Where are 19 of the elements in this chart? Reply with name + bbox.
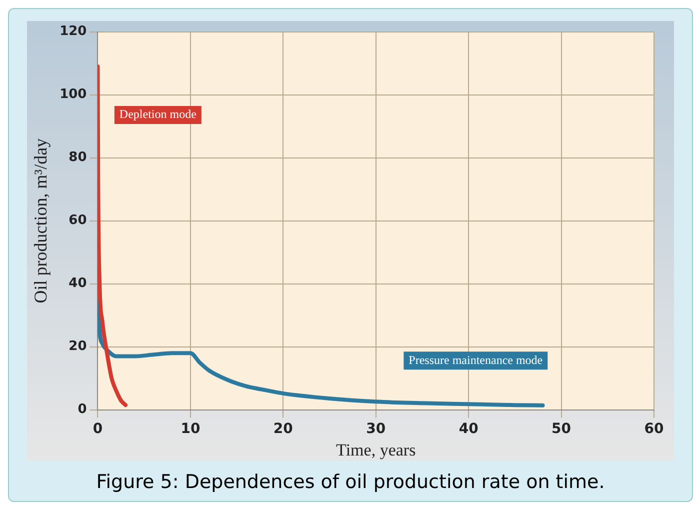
caption: Figure 5: Dependences of oil production rate on time. xyxy=(95,471,606,493)
x-tick-label: 0 xyxy=(92,420,103,437)
y-tick-label: 20 xyxy=(68,339,87,354)
y-tick-label: 100 xyxy=(60,87,87,102)
x-tick-label: 10 xyxy=(180,420,200,437)
x-tick-label: 60 xyxy=(644,420,664,437)
y-tick-label: 0 xyxy=(78,402,87,418)
y-tick-label: 120 xyxy=(60,24,87,40)
x-tick-label: 50 xyxy=(552,420,572,437)
x-tick-label: 20 xyxy=(273,420,294,437)
y-tick-label: 40 xyxy=(68,276,87,292)
x-tick-label: 40 xyxy=(458,420,479,437)
y-tick-label: 60 xyxy=(68,213,87,228)
text: Pressure maintenance mode xyxy=(408,352,543,367)
x-tick-label: 30 xyxy=(366,420,386,437)
y-tick-label: 80 xyxy=(68,150,87,166)
series-label: Depletion mode xyxy=(119,107,196,122)
y-axis-title: Oil production, m³/day xyxy=(30,138,51,304)
x-axis-title: Time, years xyxy=(336,440,416,460)
